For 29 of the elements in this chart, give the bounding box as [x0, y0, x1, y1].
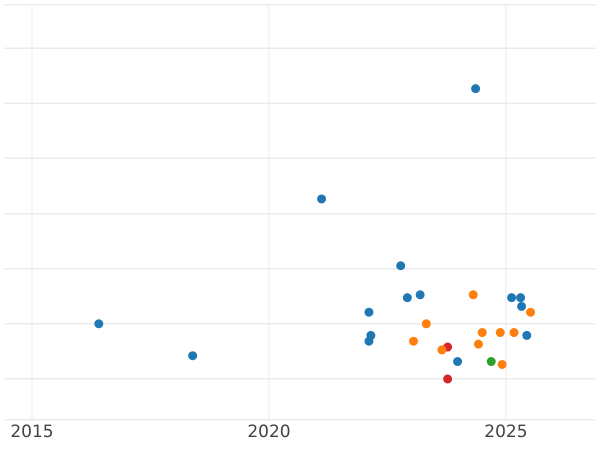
point	[364, 336, 374, 346]
point	[471, 84, 480, 94]
x-tick-label: 2015	[10, 422, 54, 442]
point	[478, 328, 487, 338]
point	[364, 308, 374, 317]
point	[443, 374, 452, 384]
point	[317, 194, 326, 204]
point	[422, 319, 431, 328]
point	[474, 340, 483, 349]
x-tick-label: 2020	[247, 422, 291, 442]
point	[507, 293, 516, 302]
point	[437, 345, 446, 354]
point	[486, 357, 496, 366]
point	[522, 330, 532, 340]
point	[468, 290, 478, 300]
point	[94, 319, 104, 328]
point	[498, 360, 507, 369]
point	[416, 290, 425, 300]
x-tick-label: 2025	[484, 422, 528, 442]
point	[516, 293, 526, 302]
point	[526, 308, 536, 317]
point	[396, 261, 406, 270]
point	[496, 328, 505, 338]
point	[409, 336, 418, 346]
point	[188, 351, 198, 360]
point	[453, 357, 462, 366]
point	[517, 302, 526, 311]
point	[509, 328, 518, 338]
point	[402, 293, 412, 302]
